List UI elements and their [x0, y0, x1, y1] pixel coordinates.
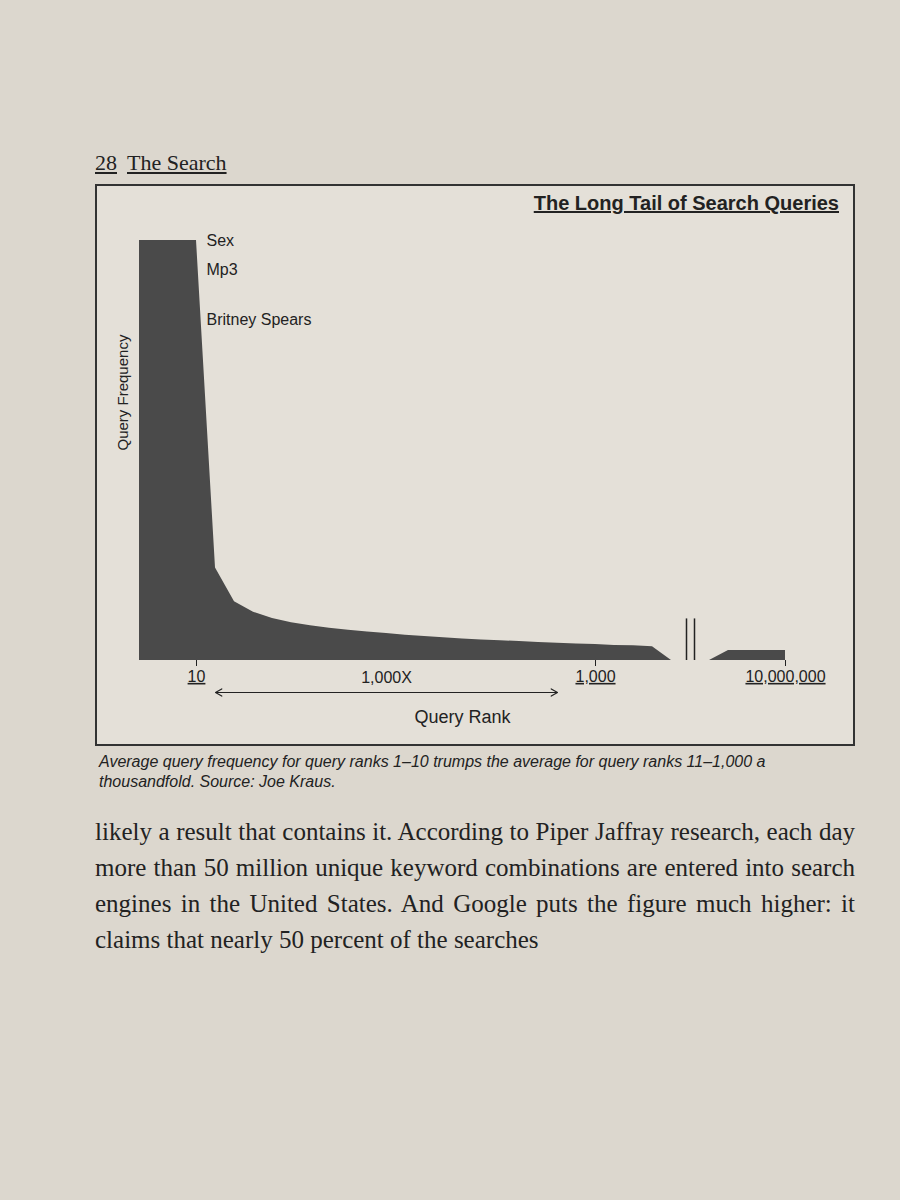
svg-text:Mp3: Mp3 [207, 261, 238, 278]
html-text:28: 28 [95, 150, 117, 175]
html-text:Average query frequency for qu: Average query frequency for query ranks … [99, 753, 766, 790]
svg-text:Britney Spears: Britney Spears [207, 311, 312, 328]
html-text:The Long Tail of Search Querie: The Long Tail of Search Queries [533, 192, 839, 214]
svg-text:1,000: 1,000 [575, 668, 615, 685]
svg-text:Query Rank: Query Rank [414, 707, 511, 727]
svg-text:1,000X: 1,000X [361, 669, 412, 686]
html-text:likely a result that contains: likely a result that contains it. Accord… [95, 818, 855, 953]
svg-text:10: 10 [188, 668, 206, 685]
html-text:The Search: The Search [127, 150, 227, 175]
svg-text:Query Frequency: Query Frequency [114, 334, 131, 450]
svg-text:10,000,000: 10,000,000 [745, 668, 825, 685]
svg-text:Sex: Sex [207, 232, 235, 249]
